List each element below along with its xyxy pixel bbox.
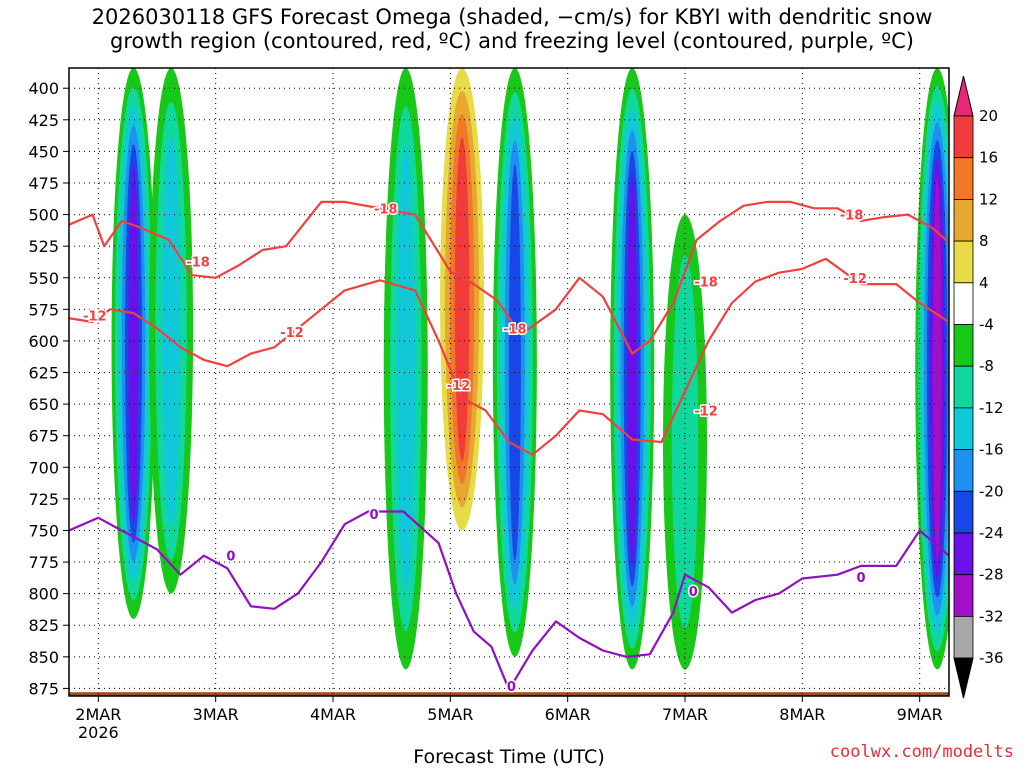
contour-label-8: -12 [694,404,718,419]
contour-label-7: -12 [447,379,471,394]
temperature-contours: -18 -18 -18 -18 -18 -12 -12 -12 -12 -12 0 0 0 0 0 [69,200,949,696]
x-tick-label-3MAR: 3MAR [193,705,239,724]
colorbar-swatch-10 [953,490,974,534]
y-tick-label-675: 675 [28,427,59,446]
y-tick-label-700: 700 [28,458,59,477]
colorbar-label-7: -12 [979,399,1004,417]
y-tick-label-600: 600 [28,332,59,351]
omega-band-6-level-5 [627,172,638,566]
contour-label-13: 0 [689,585,698,600]
omega-band-1-level-2 [161,135,181,527]
colorbar-swatch-13 [953,616,974,659]
x-tick-label-9MAR: 9MAR [897,705,943,724]
contour-label-0: -18 [374,202,398,217]
contour-label-6: -12 [280,326,304,341]
y-axis: 400 425 450 475 500 525 550 575 600 625 650 675 700 7… [28,79,69,698]
x-tick-label-6MAR: 6MAR [545,705,591,724]
colorbar-swatch-9 [953,449,974,492]
colorbar-swatch-11 [953,532,974,576]
omega-band-2-level-2 [396,145,416,593]
x-axis-title: Forecast Time (UTC) [413,746,605,768]
colorbar-swatch-8 [953,407,974,450]
colorbar-label-11: -28 [979,566,1004,584]
y-tick-label-850: 850 [28,648,59,667]
colorbar-swatch-1 [953,115,974,159]
omega-band-0-level-5 [128,163,139,524]
contour-label-11: 0 [370,508,379,523]
contour-label-12: 0 [507,680,516,695]
colorbar: 20 16 12 8 4 -4 -8 -12 -16 -20 -24 -28 -32 -36 [953,75,1004,699]
y-tick-label-725: 725 [28,490,59,509]
omega-band-8-level-6 [932,176,942,562]
x-tick-label-2MAR: 2MAR [75,705,121,724]
omega-band-5-level-4 [508,164,521,561]
colorbar-label-1: 16 [979,149,998,167]
colorbar-label-9: -20 [979,482,1004,500]
colorbar-label-8: -16 [979,441,1004,459]
contour-label-3: -18 [694,276,718,291]
colorbar-label-5: -4 [979,316,994,334]
x-tick-label-7MAR: 7MAR [662,705,708,724]
colorbar-label-10: -24 [979,524,1004,542]
y-tick-label-550: 550 [28,269,59,288]
colorbar-swatch-above-20 [953,75,974,117]
colorbar-label-3: 8 [979,232,989,250]
contour-line-2 [69,510,949,691]
colorbar-label-6: -8 [979,357,994,375]
omega-band-3-level-3 [454,137,470,462]
colorbar-label-4: 4 [979,274,989,292]
y-tick-label-525: 525 [28,237,59,256]
contour-label-10: 0 [226,550,235,565]
colorbar-swatch-3 [953,198,974,242]
colorbar-swatch-2 [953,157,974,200]
colorbar-label-13: -36 [979,649,1004,667]
colorbar-swatch-below-36 [953,657,974,699]
y-tick-label-875: 875 [28,679,59,698]
plot-frame [68,67,950,697]
colorbar-swatch-4 [953,240,974,284]
x-tick-sublabel-2MAR: 2026 [78,723,119,742]
contour-label-14: 0 [856,571,865,586]
y-tick-label-425: 425 [28,111,59,130]
y-tick-label-575: 575 [28,300,59,319]
colorbar-swatch-12 [953,574,974,617]
y-tick-label-400: 400 [28,79,59,98]
y-tick-label-500: 500 [28,206,59,225]
colorbar-label-2: 12 [979,190,998,208]
contour-line-1 [69,257,949,456]
credit-link[interactable]: coolwx.com/modelts [829,742,1014,762]
y-tick-label-800: 800 [28,585,59,604]
colorbar-swatch-5 [953,282,974,325]
colorbar-swatch-7 [953,365,974,409]
x-tick-label-8MAR: 8MAR [779,705,825,724]
colorbar-label-12: -32 [979,607,1004,625]
y-tick-label-650: 650 [28,395,59,414]
y-tick-label-625: 625 [28,364,59,383]
contour-label-4: -18 [840,209,864,224]
chart-title-line1: 2026030118 GFS Forecast Omega (shaded, −… [91,5,933,29]
y-tick-label-775: 775 [28,553,59,572]
terrain-surface [69,692,949,696]
y-tick-label-750: 750 [28,521,59,540]
colorbar-swatch-6 [953,324,974,367]
omega-band-7-level-1 [671,255,699,629]
y-tick-label-450: 450 [28,142,59,161]
x-tick-label-4MAR: 4MAR [310,705,356,724]
contour-label-2: -18 [503,322,527,337]
contour-label-1: -18 [186,255,210,270]
y-tick-label-475: 475 [28,174,59,193]
contour-label-9: -12 [843,272,867,287]
colorbar-label-0: 20 [979,107,998,125]
chart-title-line2: growth region (contoured, red, ºC) and f… [110,29,914,53]
contour-label-5: -12 [83,310,107,325]
y-tick-label-825: 825 [28,616,59,635]
contour-line-0 [69,200,949,355]
x-tick-label-5MAR: 5MAR [427,705,473,724]
omega-field [69,68,949,696]
